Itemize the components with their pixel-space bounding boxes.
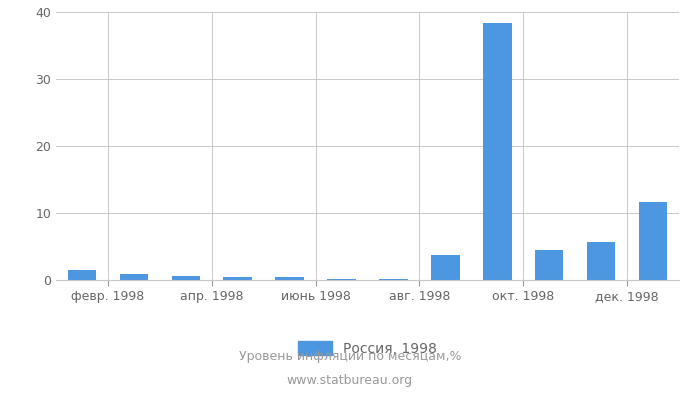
Bar: [431, 255, 460, 280]
Bar: [379, 279, 407, 280]
Bar: [587, 242, 615, 280]
Text: Уровень инфляции по месяцам,%: Уровень инфляции по месяцам,%: [239, 350, 461, 363]
Bar: [535, 250, 564, 280]
Bar: [275, 277, 304, 280]
Bar: [483, 23, 512, 280]
Bar: [172, 276, 200, 280]
Bar: [68, 270, 96, 280]
Bar: [223, 277, 252, 280]
Legend: Россия, 1998: Россия, 1998: [292, 335, 443, 361]
Text: www.statbureau.org: www.statbureau.org: [287, 374, 413, 387]
Bar: [120, 274, 148, 280]
Bar: [328, 279, 356, 280]
Bar: [639, 202, 667, 280]
